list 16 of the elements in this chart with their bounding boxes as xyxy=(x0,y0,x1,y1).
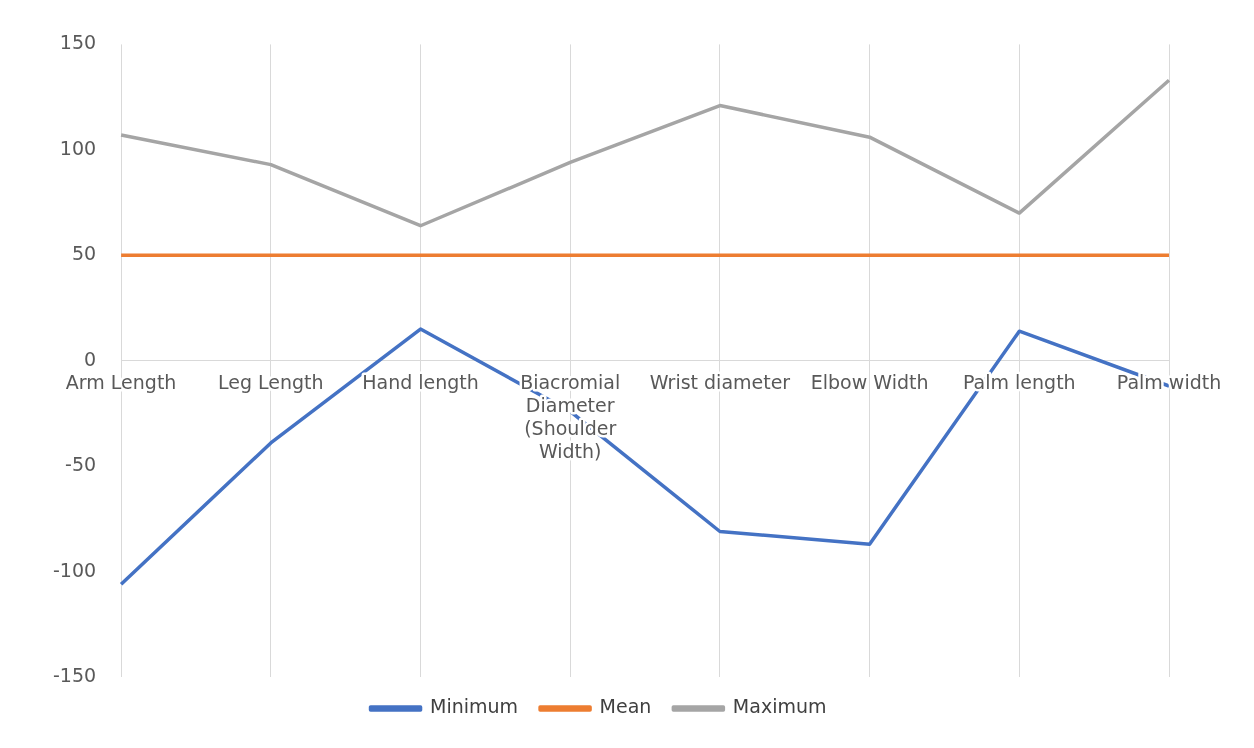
y-tick-label: -100 xyxy=(53,558,97,581)
y-tick-label: 0 xyxy=(84,347,97,370)
x-tick-label: Hand length xyxy=(362,371,479,394)
x-tick-label: Leg Length xyxy=(218,371,324,394)
x-tick-label: Palm width xyxy=(1116,371,1222,394)
x-tick-label: Wrist diameter xyxy=(649,371,791,394)
y-tick-label: 50 xyxy=(71,242,97,265)
legend-label: Mean xyxy=(599,695,652,718)
y-tick-label: -150 xyxy=(53,663,97,686)
legend-label: Maximum xyxy=(732,695,827,718)
y-tick-label: -50 xyxy=(65,453,97,476)
x-tick-label: Elbow Width xyxy=(810,371,929,394)
x-tick-label: Arm Length xyxy=(65,371,177,394)
y-tick-label: 150 xyxy=(59,31,97,54)
y-tick-label: 100 xyxy=(59,136,97,159)
legend-label: Minimum xyxy=(430,695,519,718)
